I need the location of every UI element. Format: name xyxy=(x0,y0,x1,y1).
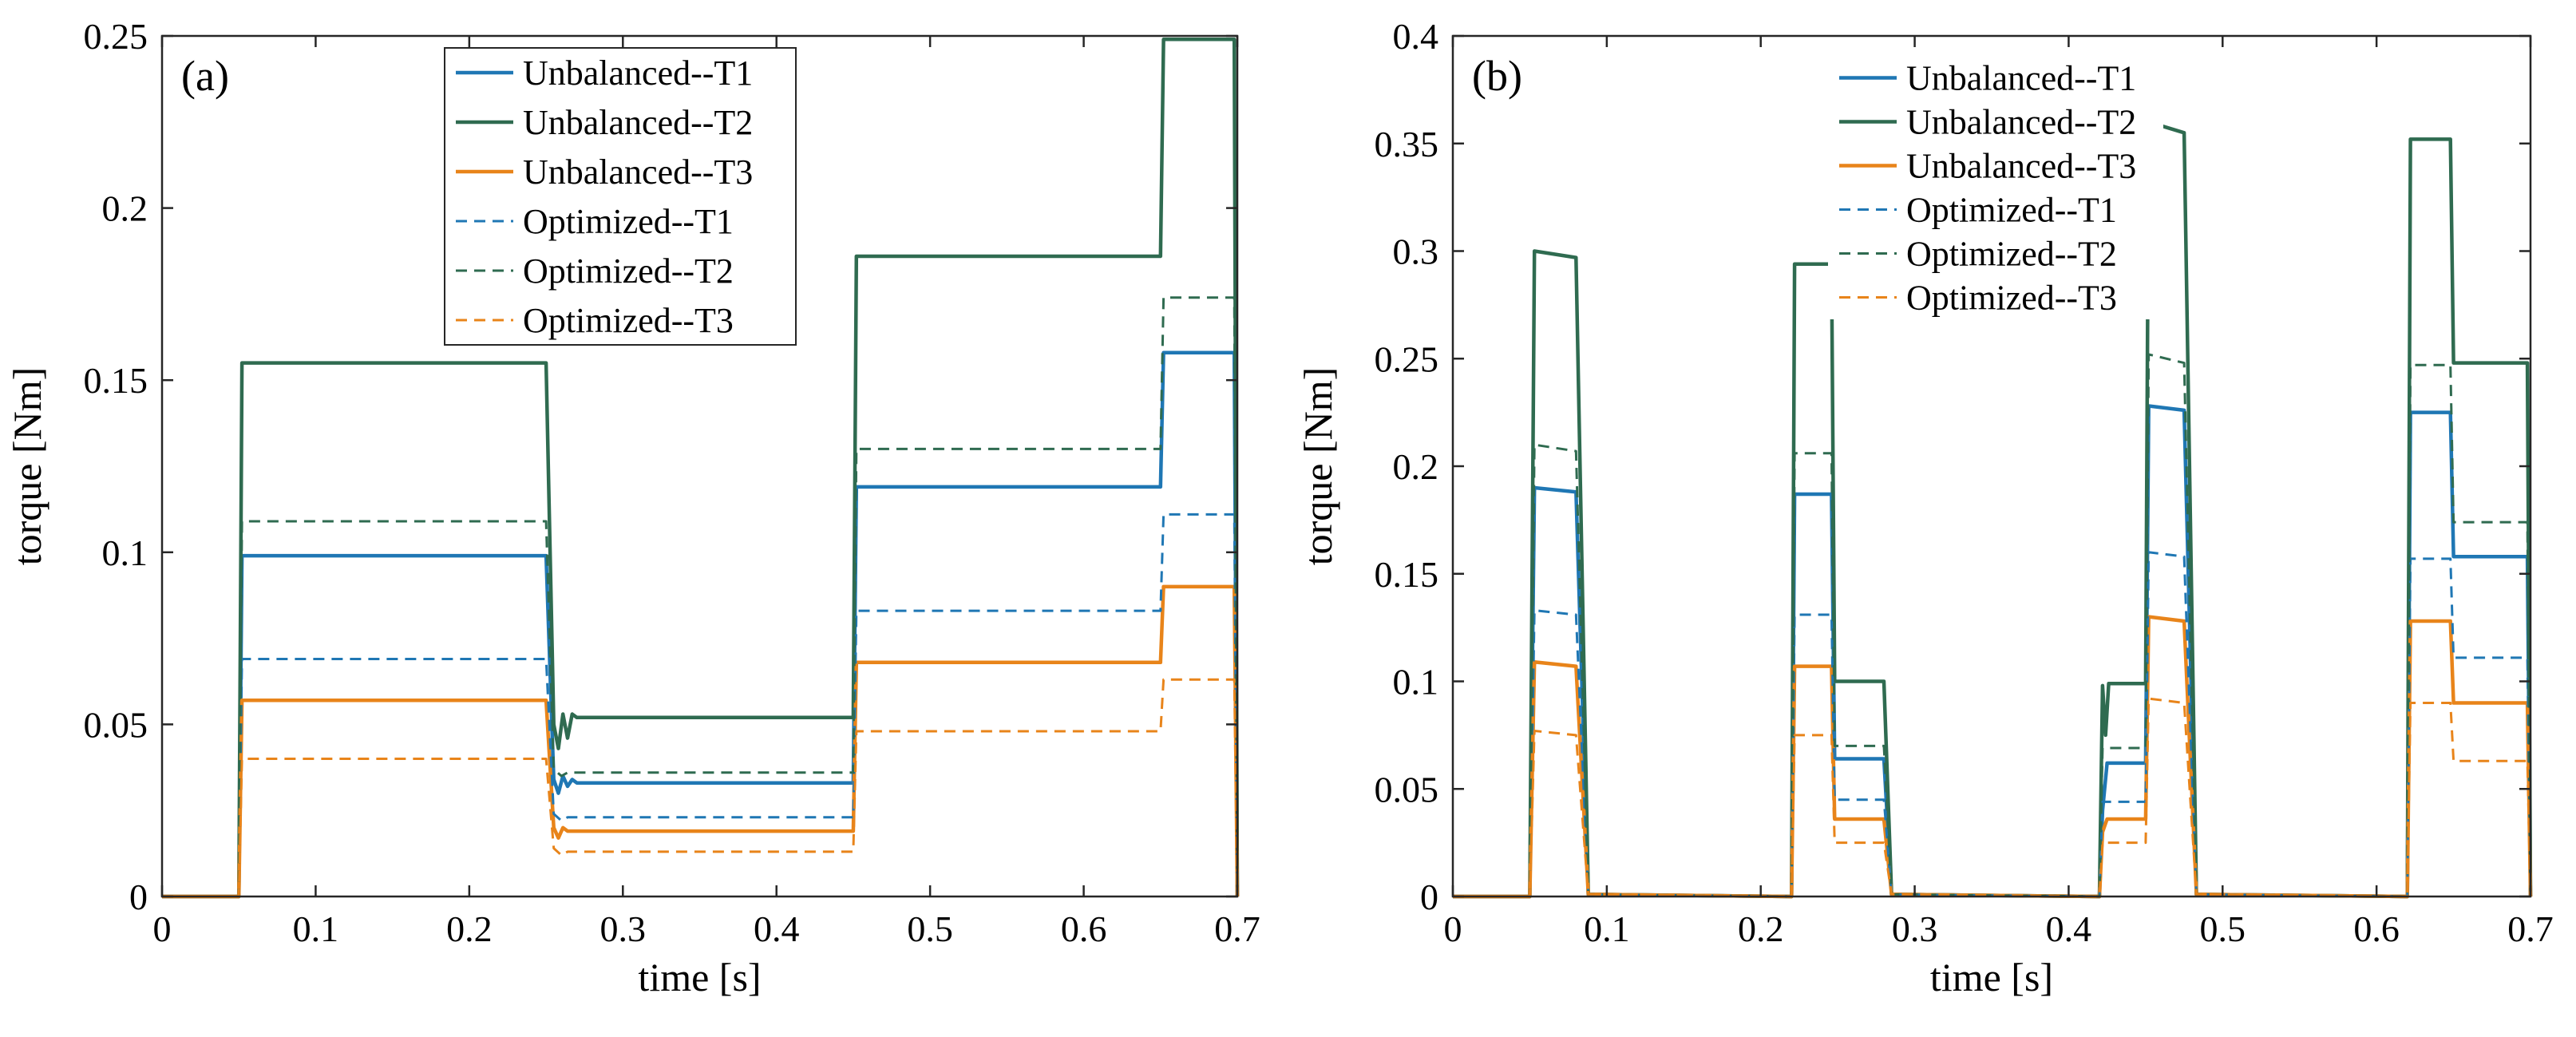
panel-a: 0 0.1 0.2 0.3 0.4 0.5 0.6 0.7 0 0.05 0.1 0.15 0.2 0.2… xyxy=(5,16,1260,999)
legend-box xyxy=(1828,56,2163,319)
y-tick-label: 0.05 xyxy=(1375,769,1439,809)
series-line-optimized-t3 xyxy=(1453,697,2532,898)
y-tick-label: 0.15 xyxy=(1375,554,1439,595)
x-tick-label: 0.3 xyxy=(600,908,647,949)
x-axis-label: time [s] xyxy=(1930,955,2053,999)
legend-entry: Unbalanced--T2 xyxy=(523,103,753,142)
x-tick-label: 0.2 xyxy=(446,908,493,949)
legend-entry: Optimized--T3 xyxy=(1906,279,2117,318)
y-tick-label: 0.2 xyxy=(1393,446,1439,487)
series-line-optimized-t2 xyxy=(162,296,1239,898)
x-tick-label: 0.5 xyxy=(907,908,953,949)
x-tick-label: 0.6 xyxy=(1061,908,1107,949)
y-tick-label: 0.4 xyxy=(1393,16,1439,57)
y-tick-label: 0.1 xyxy=(102,532,148,573)
x-tick-label: 0.5 xyxy=(2200,908,2246,949)
x-tick-label: 0.4 xyxy=(2046,908,2092,949)
legend-entry: Optimized--T1 xyxy=(523,202,734,241)
x-tick-label: 0 xyxy=(1444,908,1462,949)
legend-entry: Optimized--T3 xyxy=(523,301,734,340)
axes-frame xyxy=(160,34,1239,898)
y-tick-label: 0.35 xyxy=(1375,124,1439,164)
series-line-unbalanced-t3 xyxy=(1453,615,2533,899)
legend: Unbalanced--T1 Unbalanced--T2 Unbalanced--… xyxy=(444,47,797,346)
series-line-unbalanced-t1 xyxy=(1453,404,2533,899)
legend-entry: Optimized--T1 xyxy=(1906,191,2117,230)
series-line-unbalanced-t1 xyxy=(162,350,1240,899)
series-line-unbalanced-t3 xyxy=(162,584,1240,899)
series-line-unbalanced-t2 xyxy=(162,38,1240,899)
legend-entry: Optimized--T2 xyxy=(1906,235,2117,274)
y-axis-label: torque [Nm] xyxy=(1296,367,1340,566)
series-line-optimized-t3 xyxy=(162,678,1239,898)
panel-label: (b) xyxy=(1472,52,1522,100)
x-tick-label: 0.2 xyxy=(1738,908,1784,949)
legend-entry: Unbalanced--T3 xyxy=(523,152,753,192)
x-tick-label: 0.7 xyxy=(1214,908,1260,949)
x-tick-label: 0.3 xyxy=(1892,908,1938,949)
legend-entry: Unbalanced--T1 xyxy=(1906,59,2136,98)
legend-box xyxy=(444,47,797,346)
legend-entry: Unbalanced--T3 xyxy=(1906,147,2136,186)
series-line-optimized-t1 xyxy=(1453,551,2532,898)
x-tick-label: 0 xyxy=(153,908,172,949)
x-axis-label: time [s] xyxy=(638,955,761,999)
y-tick-label: 0.2 xyxy=(102,188,148,229)
x-tick-label: 0.1 xyxy=(1584,908,1630,949)
y-tick-label: 0.25 xyxy=(1375,338,1439,379)
y-tick-label: 0.25 xyxy=(84,16,148,57)
y-tick-label: 0.3 xyxy=(1393,232,1439,272)
series-line-optimized-t2 xyxy=(1453,353,2532,898)
x-tick-label: 0.7 xyxy=(2507,908,2554,949)
x-tick-label: 0.1 xyxy=(293,908,339,949)
legend-entry: Unbalanced--T1 xyxy=(523,53,753,93)
panel-label: (a) xyxy=(181,52,229,100)
y-axis-label: torque [Nm] xyxy=(5,367,49,566)
y-tick-label: 0.05 xyxy=(84,704,148,745)
legend-entry: Optimized--T2 xyxy=(523,251,734,291)
y-tick-label: 0 xyxy=(129,877,148,917)
y-tick-label: 0.15 xyxy=(84,360,148,401)
legend: Unbalanced--T1 Unbalanced--T2 Unbalanced--… xyxy=(1828,56,2163,319)
y-tick-label: 0 xyxy=(1420,877,1438,917)
x-tick-label: 0.4 xyxy=(754,908,800,949)
panel-b: 0 0.1 0.2 0.3 0.4 0.5 0.6 0.7 0 0.05 0.1 0.15 0.2 0.2… xyxy=(1296,16,2554,999)
series-line-optimized-t1 xyxy=(162,513,1239,898)
legend-entry: Unbalanced--T2 xyxy=(1906,103,2136,142)
x-tick-label: 0.6 xyxy=(2353,908,2400,949)
y-tick-label: 0.1 xyxy=(1393,662,1439,703)
